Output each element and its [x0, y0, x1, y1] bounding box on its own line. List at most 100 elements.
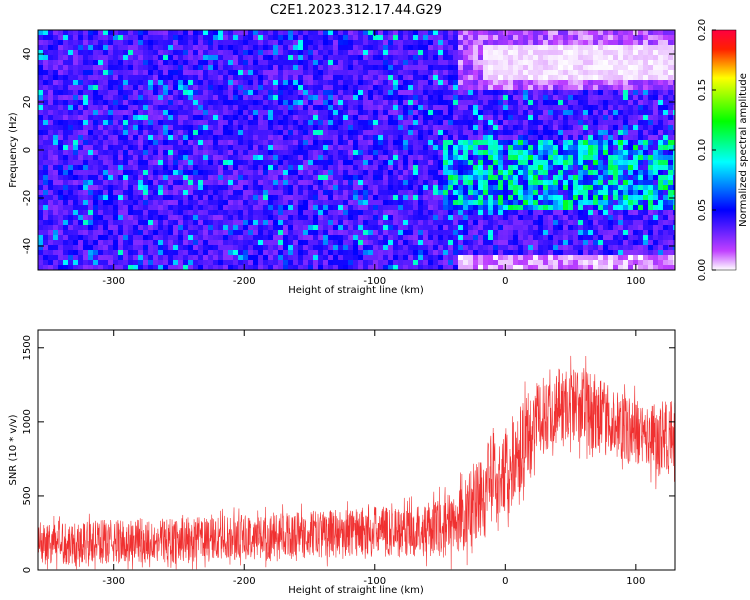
heatmap-cell	[478, 130, 483, 135]
heatmap-cell	[178, 45, 183, 50]
heatmap-cell	[438, 175, 443, 180]
heatmap-cell	[48, 235, 53, 240]
heatmap-cell	[68, 115, 73, 120]
heatmap-cell	[453, 95, 458, 100]
heatmap-cell	[83, 200, 88, 205]
heatmap-cell	[93, 240, 98, 245]
heatmap-cell	[533, 150, 538, 155]
heatmap-cell	[213, 220, 218, 225]
heatmap-cell	[233, 250, 238, 255]
heatmap-cell	[448, 265, 453, 270]
heatmap-cell	[153, 115, 158, 120]
heatmap-cell	[143, 190, 148, 195]
heatmap-cell	[138, 225, 143, 230]
heatmap-cell	[438, 190, 443, 195]
heatmap-cell	[298, 210, 303, 215]
heatmap-cell	[108, 65, 113, 70]
heatmap-cell	[123, 145, 128, 150]
heatmap-cell	[248, 115, 253, 120]
heatmap-cell	[538, 85, 543, 90]
heatmap-cell	[68, 245, 73, 250]
heatmap-cell	[58, 225, 63, 230]
heatmap-cell	[498, 95, 503, 100]
heatmap-cell	[43, 170, 48, 175]
heatmap-cell	[543, 145, 548, 150]
heatmap-cell	[538, 235, 543, 240]
heatmap-cell	[208, 250, 213, 255]
heatmap-cell	[203, 245, 208, 250]
heatmap-cell	[163, 200, 168, 205]
heatmap-cell	[348, 255, 353, 260]
heatmap-cell	[38, 250, 43, 255]
heatmap-cell	[483, 45, 488, 50]
heatmap-cell	[403, 65, 408, 70]
heatmap-cell	[368, 235, 373, 240]
heatmap-cell	[333, 140, 338, 145]
heatmap-cell	[303, 220, 308, 225]
heatmap-cell	[183, 40, 188, 45]
heatmap-cell	[213, 35, 218, 40]
heatmap-cell	[488, 60, 493, 65]
heatmap-cell	[448, 160, 453, 165]
heatmap-cell	[328, 40, 333, 45]
heatmap-cell	[463, 95, 468, 100]
heatmap-cell	[143, 145, 148, 150]
heatmap-cell	[268, 40, 273, 45]
heatmap-cell	[113, 170, 118, 175]
heatmap-cell	[128, 170, 133, 175]
heatmap-cell	[473, 145, 478, 150]
heatmap-cell	[258, 250, 263, 255]
heatmap-cell	[508, 130, 513, 135]
heatmap-cell	[38, 30, 43, 35]
heatmap-cell	[503, 80, 508, 85]
heatmap-cell	[478, 120, 483, 125]
heatmap-cell	[383, 260, 388, 265]
heatmap-cell	[478, 60, 483, 65]
heatmap-cell	[58, 55, 63, 60]
heatmap-cell	[178, 75, 183, 80]
heatmap-cell	[248, 160, 253, 165]
heatmap-cell	[508, 185, 513, 190]
heatmap-cell	[173, 240, 178, 245]
heatmap-cell	[203, 65, 208, 70]
heatmap-cell	[153, 215, 158, 220]
heatmap-cell	[253, 140, 258, 145]
heatmap-cell	[108, 240, 113, 245]
heatmap-cell	[188, 185, 193, 190]
heatmap-cell	[368, 75, 373, 80]
heatmap-cell	[263, 55, 268, 60]
heatmap-cell	[538, 265, 543, 270]
heatmap-cell	[323, 125, 328, 130]
heatmap-cell	[203, 175, 208, 180]
heatmap-cell	[68, 170, 73, 175]
heatmap-cell	[468, 225, 473, 230]
heatmap-cell	[243, 185, 248, 190]
heatmap-cell	[263, 245, 268, 250]
heatmap-cell	[523, 60, 528, 65]
heatmap-cell	[488, 245, 493, 250]
heatmap-cell	[123, 30, 128, 35]
heatmap-cell	[428, 260, 433, 265]
heatmap-cell	[258, 145, 263, 150]
heatmap-cell	[553, 80, 558, 85]
heatmap-cell	[328, 215, 333, 220]
heatmap-cell	[268, 60, 273, 65]
heatmap-cell	[383, 55, 388, 60]
heatmap-cell	[423, 40, 428, 45]
heatmap-cell	[193, 145, 198, 150]
heatmap-cell	[258, 200, 263, 205]
heatmap-cell	[63, 230, 68, 235]
heatmap-cell	[358, 235, 363, 240]
heatmap-cell	[383, 210, 388, 215]
heatmap-cell	[233, 190, 238, 195]
heatmap-cell	[368, 175, 373, 180]
heatmap-cell	[343, 180, 348, 185]
heatmap-cell	[253, 90, 258, 95]
heatmap-cell	[73, 265, 78, 270]
heatmap-cell	[498, 260, 503, 265]
heatmap-cell	[528, 55, 533, 60]
heatmap-cell	[488, 160, 493, 165]
heatmap-cell	[408, 250, 413, 255]
heatmap-cell	[468, 75, 473, 80]
heatmap-cell	[463, 255, 468, 260]
